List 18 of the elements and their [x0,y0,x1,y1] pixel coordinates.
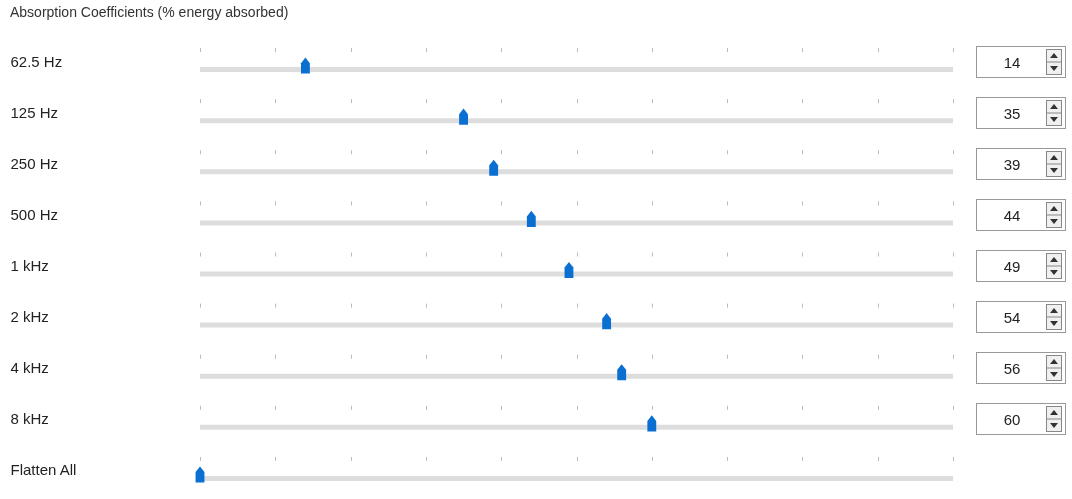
y-tick-label: 250 Hz [10,154,59,172]
data-label: 35 [1003,104,1021,122]
y-tick-label: 4 kHz [10,359,49,377]
y-tick-label: Flatten All [10,461,77,479]
data-label: 60 [1003,411,1021,429]
chart-title: Absorption Coefficients (% energy absorbed) [10,4,289,20]
data-label: 49 [1003,258,1021,275]
y-tick-label: 125 Hz [10,103,59,121]
y-tick-label: 8 kHz [10,410,49,428]
y-tick-label: 1 kHz [10,257,49,274]
y-tick-label: 62.5 Hz [10,52,63,70]
data-label: 39 [1003,155,1021,173]
data-label: 14 [1003,53,1021,71]
data-label: 56 [1003,360,1021,378]
data-label: 44 [1003,206,1021,224]
y-tick-label: 500 Hz [10,205,59,223]
data-label: 54 [1003,309,1021,327]
y-tick-label: 2 kHz [10,308,49,326]
